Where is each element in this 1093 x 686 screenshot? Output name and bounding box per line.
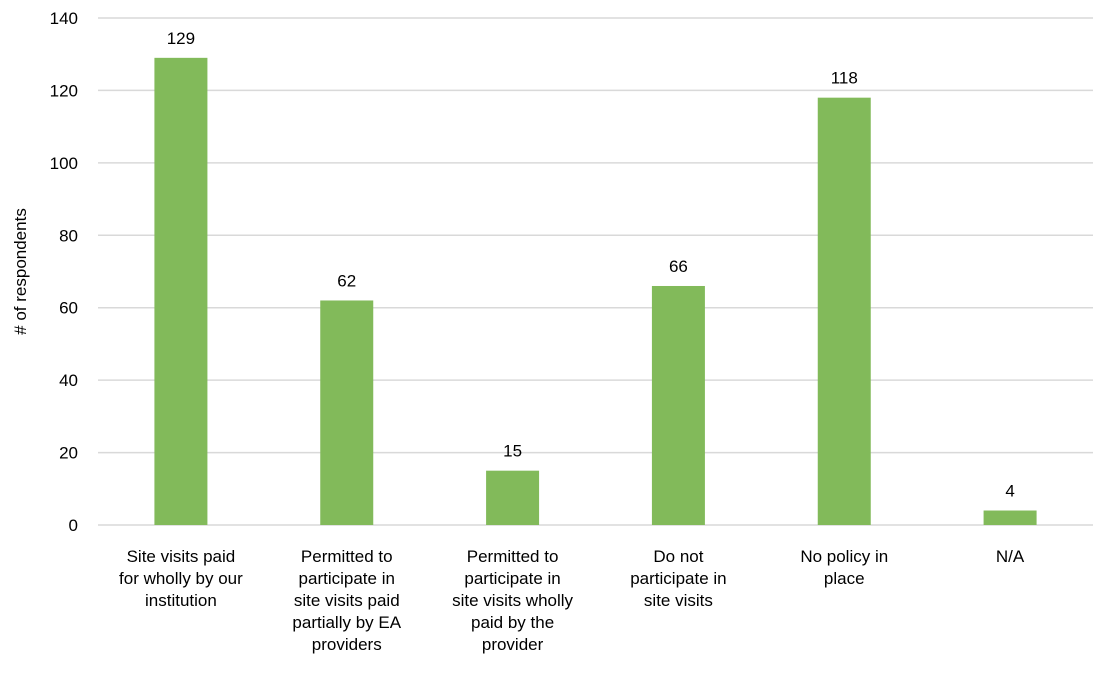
category-label-line: Permitted to — [301, 547, 393, 566]
category-label-line: Site visits paid — [127, 547, 236, 566]
category-label: Permitted to participate in site visits wh… — [452, 547, 573, 654]
data-labels: 129 62 15 66 118 4 — [167, 29, 1015, 501]
y-axis-label: # of respondents — [11, 208, 30, 335]
bar — [320, 300, 374, 525]
y-axis-tick-labels: 0 20 40 60 80 100 120 140 — [50, 9, 78, 535]
data-label: 66 — [669, 257, 688, 276]
category-label-line: paid by the — [471, 613, 554, 632]
bar — [817, 97, 871, 526]
bars — [154, 57, 1037, 526]
data-label: 62 — [337, 271, 356, 290]
y-tick-label: 80 — [59, 226, 78, 245]
category-label-line: participate in — [464, 569, 560, 588]
category-label-line: site visits wholly — [452, 591, 573, 610]
category-label-line: No policy in — [800, 547, 888, 566]
category-labels: Site visits paid for wholly by our institu… — [119, 547, 1025, 654]
y-tick-label: 100 — [50, 154, 78, 173]
bar — [486, 470, 540, 525]
y-tick-label: 40 — [59, 371, 78, 390]
category-label: N/A — [996, 547, 1025, 566]
category-label-line: site visits — [644, 591, 713, 610]
category-label-line: institution — [145, 591, 217, 610]
category-label-line: for wholly by our — [119, 569, 243, 588]
category-label-line: place — [824, 569, 865, 588]
bar — [983, 510, 1037, 525]
category-label-line: participate in — [630, 569, 726, 588]
category-label: Permitted to participate in site visits pa… — [292, 547, 401, 654]
category-label-line: N/A — [996, 547, 1025, 566]
y-tick-label: 20 — [59, 444, 78, 463]
gridlines — [98, 17, 1093, 454]
data-label: 15 — [503, 442, 522, 461]
data-label: 129 — [167, 29, 195, 48]
data-label: 118 — [831, 69, 858, 88]
category-label-line: provider — [482, 635, 544, 654]
category-label: No policy in place — [800, 547, 888, 588]
y-tick-label: 140 — [50, 9, 78, 28]
bar — [154, 57, 208, 525]
data-label: 4 — [1005, 482, 1014, 501]
category-label-line: Permitted to — [467, 547, 559, 566]
category-label-line: site visits paid — [294, 591, 400, 610]
y-tick-label: 60 — [59, 299, 78, 318]
category-label: Do not participate in site visits — [630, 547, 726, 610]
bar — [651, 285, 705, 525]
category-label-line: partially by EA — [292, 613, 401, 632]
y-tick-label: 0 — [69, 516, 78, 535]
category-label-line: Do not — [653, 547, 703, 566]
category-label: Site visits paid for wholly by our institu… — [119, 547, 243, 610]
category-label-line: providers — [312, 635, 382, 654]
y-tick-label: 120 — [50, 81, 78, 100]
category-label-line: participate in — [299, 569, 395, 588]
